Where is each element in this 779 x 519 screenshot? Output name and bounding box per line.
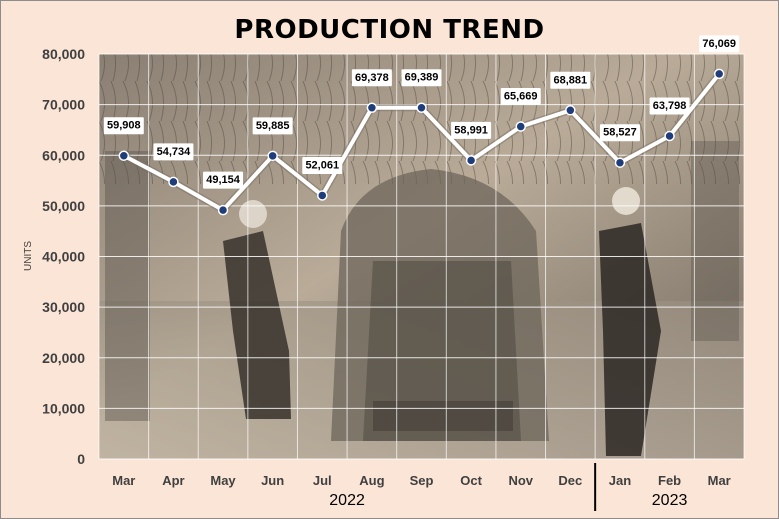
- data-point: [317, 190, 328, 201]
- data-label-box: [351, 69, 392, 87]
- data-label-box: [451, 121, 492, 139]
- y-tick-label: 30,000: [42, 299, 85, 315]
- data-point: [267, 150, 278, 162]
- x-tick-label: Aug: [359, 473, 384, 488]
- y-tick-label: 0: [77, 451, 85, 467]
- data-label-box: [153, 143, 194, 161]
- year-label: 2023: [652, 492, 688, 509]
- chart-gridlines: [98, 53, 745, 460]
- data-point: [118, 150, 130, 161]
- year-label: 2022: [329, 492, 365, 509]
- data-label: 58,991: [454, 124, 488, 136]
- data-label: 68,881: [554, 74, 588, 86]
- y-tick-label: 10,000: [42, 400, 85, 416]
- data-point: [416, 102, 427, 113]
- y-tick-label: 60,000: [42, 147, 85, 163]
- data-point: [366, 102, 378, 114]
- data-label: 58,527: [603, 127, 637, 139]
- x-tick-label: Mar: [708, 473, 731, 488]
- data-point: [217, 204, 229, 216]
- x-tick-label: Jan: [609, 473, 631, 488]
- data-label: 59,908: [107, 120, 141, 132]
- data-label-box: [649, 97, 690, 115]
- x-tick-label: Sep: [410, 473, 434, 488]
- y-tick-label: 40,000: [42, 249, 85, 265]
- data-label-box: [252, 117, 293, 135]
- data-label-box: [401, 69, 442, 87]
- x-tick-label: Oct: [460, 473, 482, 488]
- data-label-box: [203, 171, 244, 189]
- y-axis-tick-labels: 0 10,000 20,000 30,000 40,000 50,000 60,000 70,…: [42, 46, 85, 467]
- data-point: [664, 130, 675, 142]
- data-label-box: [302, 156, 343, 174]
- chart-title: PRODUCTION TREND: [234, 15, 545, 45]
- data-label: 63,798: [653, 100, 687, 112]
- data-label: 49,154: [206, 174, 241, 186]
- data-point: [515, 121, 526, 132]
- y-tick-label: 50,000: [42, 198, 85, 214]
- data-label: 65,669: [504, 91, 538, 103]
- year-group-labels: 2022 2023: [329, 463, 687, 511]
- data-label: 69,378: [355, 72, 389, 84]
- x-tick-label: Feb: [658, 473, 681, 488]
- x-tick-label: Dec: [558, 473, 582, 488]
- data-label: 76,069: [702, 38, 736, 50]
- production-series: [118, 68, 725, 216]
- data-labels: 59,908 54,734 49,154 59,885 52,061 69,378 69,3…: [103, 35, 740, 189]
- data-label: 52,061: [305, 159, 339, 171]
- x-tick-label: Nov: [508, 473, 533, 488]
- data-point: [713, 68, 725, 80]
- x-tick-label: Apr: [162, 473, 184, 488]
- data-label-box: [699, 35, 740, 53]
- y-tick-label: 70,000: [42, 97, 85, 113]
- data-point: [465, 155, 477, 166]
- x-tick-label: May: [210, 473, 236, 488]
- data-label-box: [599, 124, 640, 142]
- x-tick-label: Jun: [261, 473, 284, 488]
- y-tick-label: 20,000: [42, 350, 85, 366]
- data-label-box: [550, 71, 591, 89]
- data-point: [565, 105, 576, 116]
- y-axis-label: UNITS: [23, 241, 34, 271]
- y-tick-label: 80,000: [42, 46, 85, 62]
- x-axis-tick-labels: Mar Apr May Jun Jul Aug Sep Oct Nov Dec Jan Feb Mar: [112, 473, 731, 488]
- x-tick-label: Mar: [112, 473, 135, 488]
- data-label: 69,389: [405, 72, 439, 84]
- data-label-box: [500, 88, 541, 106]
- data-label: 54,734: [157, 146, 192, 158]
- data-label-box: [103, 117, 144, 135]
- data-point: [614, 157, 626, 168]
- x-tick-label: Jul: [313, 473, 332, 488]
- data-label: 59,885: [256, 120, 290, 132]
- data-point: [168, 176, 179, 188]
